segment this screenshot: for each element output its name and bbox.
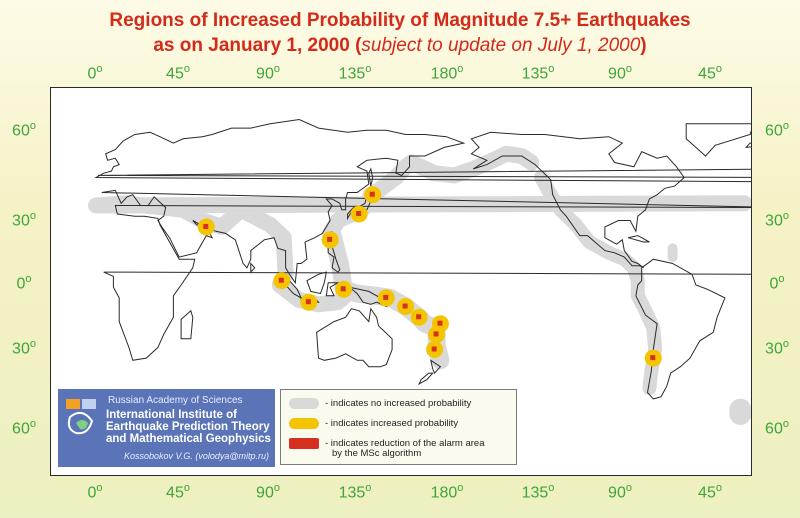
coastline-sakhalin xyxy=(368,167,374,187)
latitude-tick-right: 0o xyxy=(769,273,785,293)
world-map-svg xyxy=(88,118,751,425)
coastline-namerica xyxy=(470,131,685,269)
coastline-australia xyxy=(316,307,393,368)
alarm-reduction-mark xyxy=(433,331,439,337)
coastline-madagascar xyxy=(180,309,194,340)
longitude-tick-bottom: 45o xyxy=(166,482,190,502)
alarm-reduction-mark xyxy=(203,223,209,229)
legend-label-cont: by the MSc algorithm xyxy=(332,448,422,460)
institute-panel: Russian Academy of Sciences Internationa… xyxy=(57,388,276,468)
legend-item-no-increase: - indicates no increased probability xyxy=(289,398,471,409)
gray-swatch xyxy=(289,398,319,409)
institute-logo-icon xyxy=(66,399,96,435)
coastline-greenland xyxy=(685,123,751,157)
coastline-nz_south xyxy=(418,372,434,386)
latitude-tick-right: 30o xyxy=(765,210,789,230)
latitude-tick-left: 30o xyxy=(12,210,36,230)
longitude-tick-bottom: 135o xyxy=(338,482,372,502)
latitude-tick-left: 30o xyxy=(12,338,36,358)
longitude-tick-top: 90o xyxy=(608,63,632,83)
academy-label: Russian Academy of Sciences xyxy=(108,395,243,406)
map-title-line1: Regions of Increased Probability of Magn… xyxy=(109,10,691,31)
longitude-tick-top: 45o xyxy=(698,63,722,83)
coastline-cuba xyxy=(627,235,650,243)
longitude-tick-top: 135o xyxy=(338,63,372,83)
alarm-reduction-mark xyxy=(431,346,437,352)
title-subject-note: subject to update on July 1, 2000 xyxy=(361,35,641,56)
longitude-tick-bottom: 180o xyxy=(430,482,464,502)
legend-label: - indicates reduction of the alarm area xyxy=(325,438,485,449)
latitude-tick-right: 60o xyxy=(765,418,789,438)
alarm-reduction-mark xyxy=(437,320,443,326)
map-title-line2: as on January 1, 2000 (subject to update… xyxy=(0,35,800,57)
coastline-philippines xyxy=(327,245,341,273)
coastline-sulawesi xyxy=(325,282,340,297)
legend-item-increased: - indicates increased probability xyxy=(289,418,458,429)
latitude-tick-right: 60o xyxy=(765,120,789,140)
yellow-swatch xyxy=(289,418,319,429)
legend-label: - indicates no increased probability xyxy=(325,398,472,409)
longitude-tick-bottom: 90o xyxy=(256,482,280,502)
longitude-tick-bottom: 135o xyxy=(521,482,555,502)
institute-name-line1: International Institute of xyxy=(106,409,237,421)
alarm-reduction-mark xyxy=(356,211,362,217)
longitude-tick-bottom: 45o xyxy=(698,482,722,502)
coastline-srilanka xyxy=(250,262,256,274)
author-credit: Kossobokov V.G. (volodya@mitp.ru) xyxy=(124,451,270,461)
red-swatch xyxy=(289,438,319,449)
latitude-tick-right: 30o xyxy=(765,338,789,358)
coastline-newguinea xyxy=(349,286,388,308)
legend-label: - indicates increased probability xyxy=(325,418,459,429)
legend: - indicates no increased probability - i… xyxy=(280,389,517,465)
institute-name: International Institute of Earthquake Pr… xyxy=(106,409,271,445)
longitude-tick-top: 45o xyxy=(166,63,190,83)
alarm-reduction-mark xyxy=(369,191,375,197)
longitude-tick-top: 90o xyxy=(256,63,280,83)
legend-item-reduction: - indicates reduction of the alarm area … xyxy=(289,438,484,459)
coastline-nz_north xyxy=(430,359,442,375)
alarm-reduction-mark xyxy=(402,303,408,309)
coastline-britain xyxy=(97,168,751,178)
alarm-reduction-mark xyxy=(650,355,656,361)
alarm-reduction-mark xyxy=(305,299,311,305)
latitude-tick-left: 0o xyxy=(16,273,32,293)
coastline-borneo xyxy=(306,271,327,295)
institute-name-line3: and Mathematical Geophysics xyxy=(106,433,271,445)
coastline-samerica xyxy=(635,258,726,400)
alarm-reduction-mark xyxy=(327,236,333,242)
longitude-tick-top: 180o xyxy=(430,63,464,83)
alarm-reduction-mark xyxy=(278,277,284,283)
title-prefix: as on January 1, 2000 ( xyxy=(153,35,362,56)
alarm-reduction-mark xyxy=(340,286,346,292)
alarm-reduction-mark xyxy=(383,294,389,300)
latitude-tick-left: 60o xyxy=(12,120,36,140)
title-suffix: ) xyxy=(640,35,647,56)
longitude-tick-top: 0o xyxy=(87,63,103,83)
longitude-tick-bottom: 90o xyxy=(608,482,632,502)
institute-name-line2: Earthquake Prediction Theory xyxy=(106,421,270,433)
longitude-tick-top: 135o xyxy=(521,63,555,83)
longitude-tick-bottom: 0o xyxy=(87,482,103,502)
alarm-reduction-mark xyxy=(416,314,422,320)
coastline-africa xyxy=(103,204,751,361)
coastline-iceland xyxy=(744,142,751,149)
latitude-tick-left: 60o xyxy=(12,418,36,438)
